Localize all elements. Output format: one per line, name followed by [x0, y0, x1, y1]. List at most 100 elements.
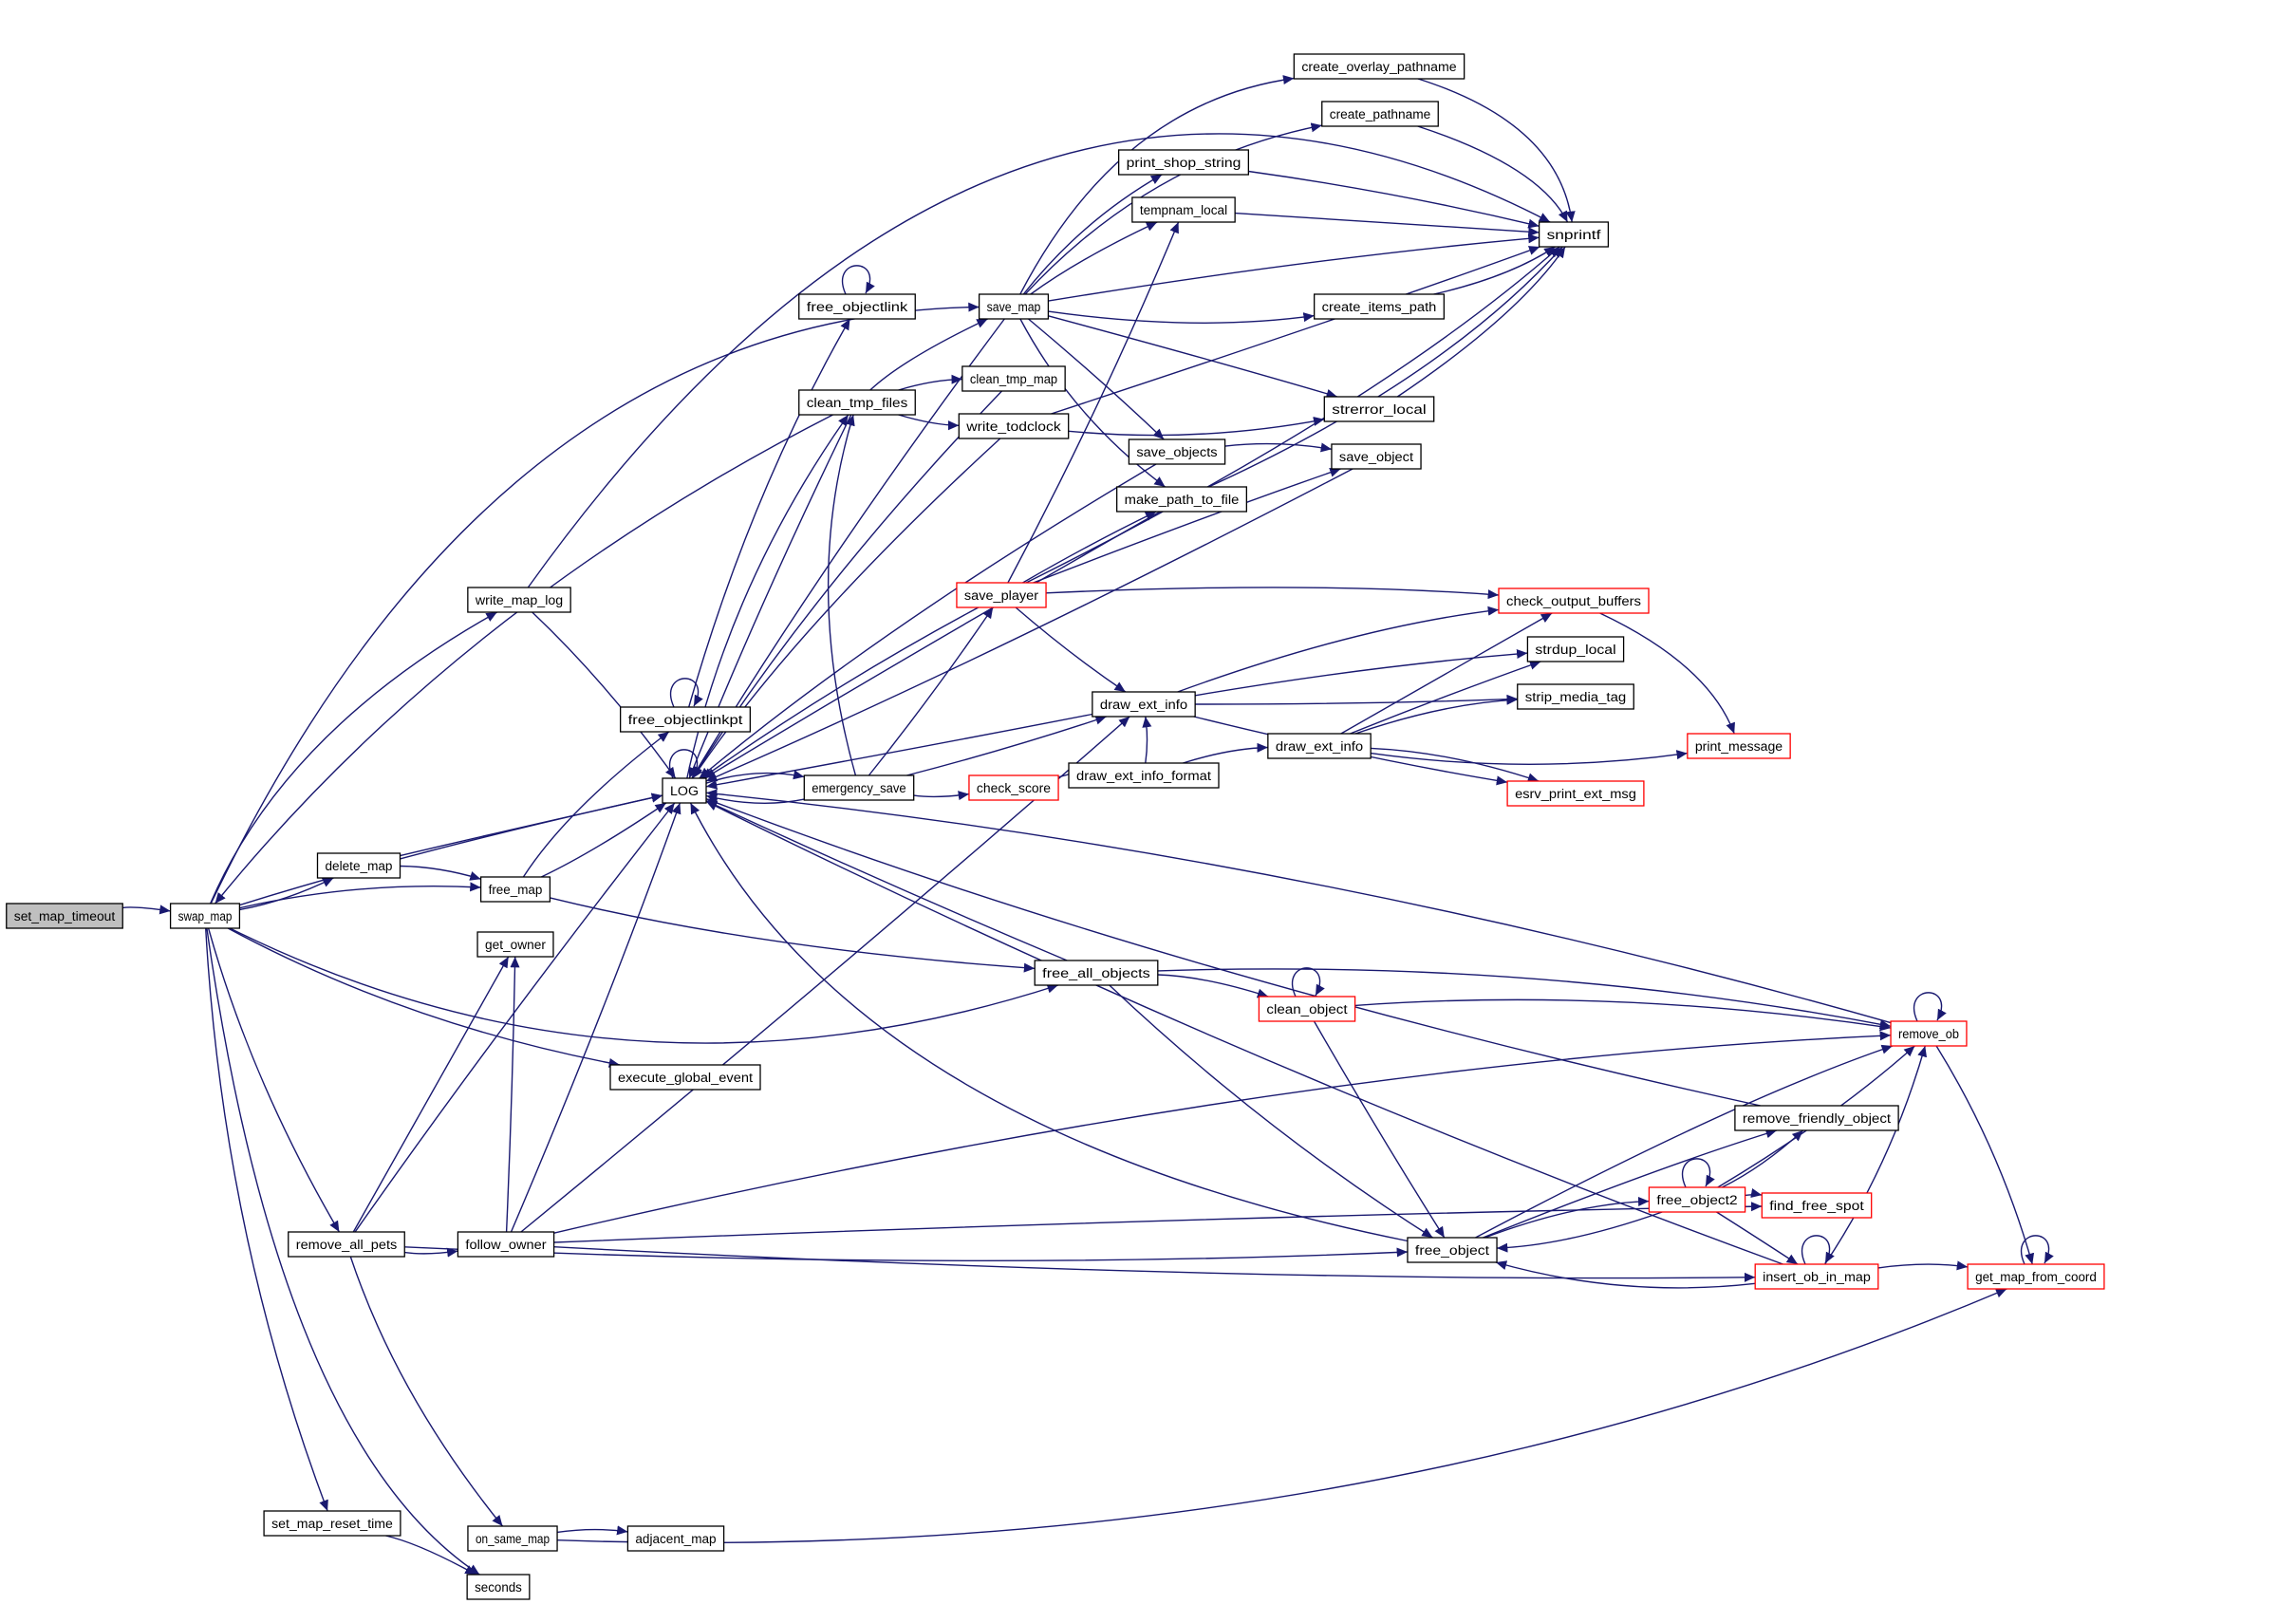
node-snprintf[interactable]: snprintf [1538, 221, 1610, 248]
node-box-set_map_timeout[interactable] [6, 903, 123, 929]
node-box-make_path_to_file[interactable] [1116, 486, 1248, 513]
node-seconds[interactable]: seconds [466, 1574, 531, 1600]
node-remove_all_pets[interactable]: remove_all_pets [288, 1231, 405, 1258]
node-create_pathname[interactable]: create_pathname [1321, 101, 1439, 127]
node-get_map_from_coord[interactable]: get_map_from_coord [1967, 1263, 2105, 1290]
node-check_output_buffers[interactable]: check_output_buffers [1498, 588, 1650, 614]
node-box-check_score[interactable] [968, 774, 1059, 801]
node-box-emergency_save[interactable] [803, 774, 915, 801]
node-box-create_items_path[interactable] [1314, 293, 1446, 320]
node-box-seconds[interactable] [466, 1574, 531, 1600]
node-box-snprintf[interactable] [1538, 221, 1610, 248]
node-box-remove_all_pets[interactable] [288, 1231, 405, 1258]
node-box-free_map[interactable] [479, 876, 551, 903]
node-clean_tmp_files[interactable]: clean_tmp_files [798, 389, 916, 416]
node-clean_object[interactable]: clean_object [1258, 996, 1356, 1022]
node-box-insert_ob_in_map[interactable] [1754, 1263, 1879, 1290]
node-free_object[interactable]: free_object [1407, 1237, 1498, 1263]
node-box-remove_friendly_object[interactable] [1734, 1105, 1899, 1131]
node-strip_media_tag[interactable]: strip_media_tag [1517, 683, 1634, 710]
node-box-on_same_map[interactable] [467, 1525, 558, 1552]
node-follow_owner[interactable]: follow_owner [457, 1231, 555, 1258]
node-box-esrv_print_ext_msg[interactable] [1506, 780, 1645, 807]
node-box-write_map_log[interactable] [467, 587, 571, 613]
node-box-set_map_reset_time[interactable] [263, 1510, 401, 1537]
node-box-find_free_spot[interactable] [1761, 1192, 1873, 1219]
node-box-print_message[interactable] [1687, 733, 1791, 759]
node-draw_ext_info_format[interactable]: draw_ext_info_format [1068, 762, 1220, 789]
node-clean_tmp_map[interactable]: clean_tmp_map [961, 365, 1066, 392]
node-box-tempnam_local[interactable] [1131, 196, 1236, 223]
node-esrv_print_ext_msg[interactable]: esrv_print_ext_msg [1506, 780, 1645, 807]
node-print_message[interactable]: print_message [1687, 733, 1791, 759]
node-box-strdup_local[interactable] [1526, 636, 1625, 662]
node-save_objects[interactable]: save_objects [1128, 438, 1226, 465]
node-box-execute_global_event[interactable] [609, 1064, 761, 1091]
node-swap_map[interactable]: swap_map [169, 903, 241, 929]
node-box-adjacent_map[interactable] [626, 1525, 725, 1552]
node-box-get_owner[interactable] [476, 931, 554, 958]
node-tempnam_local[interactable]: tempnam_local [1131, 196, 1236, 223]
node-free_objectlink[interactable]: free_objectlink [798, 293, 916, 320]
node-strdup_local[interactable]: strdup_local [1526, 636, 1625, 662]
node-box-get_map_from_coord[interactable] [1967, 1263, 2105, 1290]
node-box-create_overlay_pathname[interactable] [1293, 53, 1465, 80]
node-box-strip_media_tag[interactable] [1517, 683, 1634, 710]
node-LOG[interactable]: LOG [662, 777, 707, 804]
node-set_map_reset_time[interactable]: set_map_reset_time [263, 1510, 401, 1537]
node-box-save_object[interactable] [1331, 443, 1422, 470]
node-box-free_object[interactable] [1407, 1237, 1498, 1263]
node-make_path_to_file[interactable]: make_path_to_file [1116, 486, 1248, 513]
node-save_object[interactable]: save_object [1331, 443, 1422, 470]
node-box-print_shop_string[interactable] [1118, 149, 1250, 176]
node-free_objectlinkpt[interactable]: free_objectlinkpt [620, 706, 752, 733]
node-box-clean_tmp_map[interactable] [961, 365, 1066, 392]
node-emergency_save[interactable]: emergency_save [803, 774, 915, 801]
node-draw_ext_info2[interactable]: draw_ext_info [1267, 733, 1372, 759]
node-insert_ob_in_map[interactable]: insert_ob_in_map [1754, 1263, 1879, 1290]
node-box-save_map[interactable] [978, 293, 1050, 320]
node-print_shop_string[interactable]: print_shop_string [1118, 149, 1250, 176]
node-free_all_objects[interactable]: free_all_objects [1034, 960, 1159, 986]
node-box-check_output_buffers[interactable] [1498, 588, 1650, 614]
node-check_score[interactable]: check_score [968, 774, 1059, 801]
node-free_object2[interactable]: free_object2 [1648, 1186, 1746, 1213]
node-box-draw_ext_info2[interactable] [1267, 733, 1372, 759]
node-box-create_pathname[interactable] [1321, 101, 1439, 127]
node-box-clean_tmp_files[interactable] [798, 389, 916, 416]
node-get_owner[interactable]: get_owner [476, 931, 554, 958]
node-box-free_objectlinkpt[interactable] [620, 706, 752, 733]
node-save_player[interactable]: save_player [956, 582, 1047, 608]
node-save_map[interactable]: save_map [978, 293, 1050, 320]
node-box-free_all_objects[interactable] [1034, 960, 1159, 986]
node-box-save_objects[interactable] [1128, 438, 1226, 465]
node-create_overlay_pathname[interactable]: create_overlay_pathname [1293, 53, 1465, 80]
node-execute_global_event[interactable]: execute_global_event [609, 1064, 761, 1091]
node-free_map[interactable]: free_map [479, 876, 551, 903]
node-box-LOG[interactable] [662, 777, 707, 804]
node-strerror_local[interactable]: strerror_local [1323, 396, 1435, 422]
node-write_todclock[interactable]: write_todclock [958, 413, 1070, 439]
node-delete_map[interactable]: delete_map [316, 852, 401, 879]
node-box-delete_map[interactable] [316, 852, 401, 879]
node-set_map_timeout-root[interactable]: set_map_timeout [6, 903, 123, 929]
node-on_same_map[interactable]: on_same_map [467, 1525, 558, 1552]
node-adjacent_map[interactable]: adjacent_map [626, 1525, 725, 1552]
node-box-write_todclock[interactable] [958, 413, 1070, 439]
node-draw_ext_info[interactable]: draw_ext_info [1092, 691, 1196, 718]
node-box-free_object2[interactable] [1648, 1186, 1746, 1213]
node-find_free_spot[interactable]: find_free_spot [1761, 1192, 1873, 1219]
node-remove_ob[interactable]: remove_ob [1890, 1020, 1968, 1047]
node-remove_friendly_object[interactable]: remove_friendly_object [1734, 1105, 1899, 1131]
node-box-save_player[interactable] [956, 582, 1047, 608]
node-box-swap_map[interactable] [169, 903, 241, 929]
node-box-strerror_local[interactable] [1323, 396, 1435, 422]
node-box-remove_ob[interactable] [1890, 1020, 1968, 1047]
node-create_items_path[interactable]: create_items_path [1314, 293, 1446, 320]
node-box-free_objectlink[interactable] [798, 293, 916, 320]
node-box-draw_ext_info[interactable] [1092, 691, 1196, 718]
node-box-follow_owner[interactable] [457, 1231, 555, 1258]
node-box-clean_object[interactable] [1258, 996, 1356, 1022]
node-write_map_log[interactable]: write_map_log [467, 587, 571, 613]
node-box-draw_ext_info_format[interactable] [1068, 762, 1220, 789]
